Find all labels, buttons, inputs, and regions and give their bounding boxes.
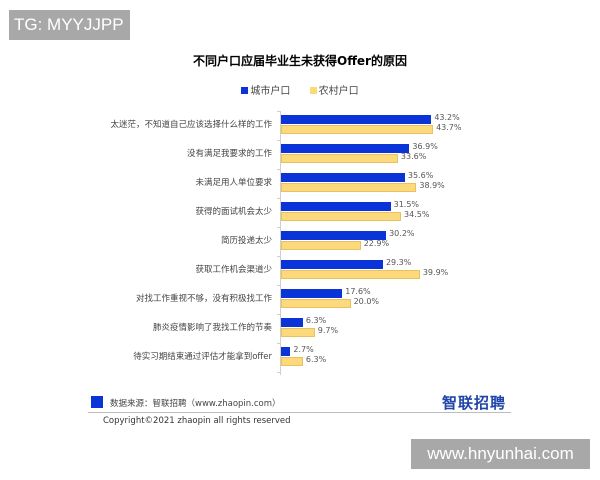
- value-label-rural: 39.9%: [422, 268, 449, 277]
- bar-urban: [281, 144, 410, 153]
- legend-label-rural: 农村户口: [318, 86, 359, 97]
- legend-label-urban: 城市户口: [250, 86, 291, 97]
- chart-row: 获得的面试机会太少 31.5% 34.5%: [0, 199, 600, 228]
- footer-divider: [88, 412, 511, 413]
- category-label: 太迷茫，不知道自己应该选择什么样的工作: [110, 120, 272, 130]
- legend-swatch-rural: [309, 86, 317, 94]
- watermark-top-left: TG: MYYJJPP: [9, 10, 130, 40]
- chart-row: 简历投递太少 30.2% 22.9%: [0, 228, 600, 257]
- category-label: 获取工作机会渠道少: [195, 265, 272, 275]
- legend-item-rural: 农村户口: [309, 82, 359, 97]
- data-source: 数据来源：智联招聘（www.zhaopin.com）: [110, 399, 281, 409]
- value-label-urban: 2.7%: [293, 345, 314, 354]
- chart-row: 未满足用人单位要求 35.6% 38.9%: [0, 170, 600, 199]
- category-label: 简历投递太少: [220, 236, 272, 246]
- value-label-urban: 36.9%: [412, 142, 438, 151]
- value-label-rural: 6.3%: [305, 355, 327, 364]
- chart-row: 没有满足我要求的工作 36.9% 33.6%: [0, 141, 600, 170]
- bar-rural: [281, 328, 315, 337]
- value-label-rural: 22.9%: [363, 239, 390, 248]
- category-label: 对找工作重视不够，没有积极找工作: [135, 294, 272, 304]
- source-marker-icon: [91, 396, 103, 408]
- legend-swatch-urban: [241, 86, 249, 94]
- y-axis-line: [280, 111, 281, 375]
- bar-rural: [281, 299, 351, 308]
- watermark-bottom-right: www.hnyunhai.com: [411, 439, 590, 469]
- value-label-urban: 29.3%: [385, 258, 412, 267]
- bar-rural: [281, 183, 417, 192]
- axis-tick: [277, 169, 280, 170]
- chart-row: 太迷茫，不知道自己应该选择什么样的工作 43.2% 43.7%: [0, 112, 600, 141]
- axis-tick: [277, 256, 280, 257]
- chart-row: 肺炎疫情影响了我找工作的节奏 6.3% 9.7%: [0, 315, 600, 344]
- value-label-rural: 38.9%: [419, 181, 445, 190]
- axis-tick: [277, 140, 280, 141]
- axis-tick: [277, 227, 280, 228]
- value-label-urban: 30.2%: [389, 229, 415, 238]
- bar-rural: [281, 125, 434, 134]
- copyright: Copyright©2021 zhaopin all rights reserv…: [103, 416, 291, 426]
- value-label-rural: 33.6%: [400, 152, 427, 161]
- chart-row: 待实习期结束通过评估才能拿到offer 2.7% 6.3%: [0, 344, 600, 373]
- chart-row: 对找工作重视不够，没有积极找工作 17.6% 20.0%: [0, 286, 600, 315]
- value-label-urban: 17.6%: [345, 287, 371, 296]
- value-label-rural: 43.7%: [436, 123, 462, 132]
- bar-urban: [281, 173, 405, 182]
- category-label: 待实习期结束通过评估才能拿到offer: [133, 352, 272, 362]
- value-label-urban: 31.5%: [393, 200, 420, 209]
- bar-urban: [281, 115, 432, 124]
- bar-rural: [281, 241, 361, 250]
- bar-urban: [281, 289, 343, 298]
- chart-title: 不同户口应届毕业生未获得Offer的原因: [193, 54, 407, 68]
- value-label-rural: 20.0%: [353, 297, 380, 306]
- axis-tick: [277, 314, 280, 315]
- legend-item-urban: 城市户口: [241, 82, 290, 97]
- value-label-rural: 9.7%: [317, 326, 339, 335]
- category-label: 获得的面试机会太少: [195, 207, 272, 217]
- value-label-urban: 43.2%: [434, 113, 460, 122]
- bar-rural: [281, 154, 398, 163]
- axis-tick: [277, 198, 280, 199]
- axis-tick: [277, 372, 280, 373]
- value-label-rural: 34.5%: [404, 210, 430, 219]
- bar-urban: [281, 260, 383, 269]
- axis-tick: [277, 343, 280, 344]
- category-label: 没有满足我要求的工作: [186, 149, 272, 159]
- bar-rural: [281, 270, 420, 279]
- category-label: 未满足用人单位要求: [195, 178, 272, 188]
- bar-urban: [281, 347, 291, 356]
- category-label: 肺炎疫情影响了我找工作的节奏: [152, 323, 272, 333]
- bar-urban: [281, 318, 303, 327]
- zhaopin-logo: 智联招聘: [442, 394, 507, 412]
- bar-urban: [281, 202, 391, 211]
- bar-rural: [281, 357, 303, 366]
- axis-tick: [277, 285, 280, 286]
- bar-rural: [281, 212, 402, 221]
- value-label-urban: 6.3%: [305, 316, 327, 325]
- axis-tick: [277, 111, 280, 112]
- legend: 城市户口 农村户口: [0, 82, 600, 97]
- chart-row: 获取工作机会渠道少 29.3% 39.9%: [0, 257, 600, 286]
- value-label-urban: 35.6%: [407, 171, 434, 180]
- bar-urban: [281, 231, 387, 240]
